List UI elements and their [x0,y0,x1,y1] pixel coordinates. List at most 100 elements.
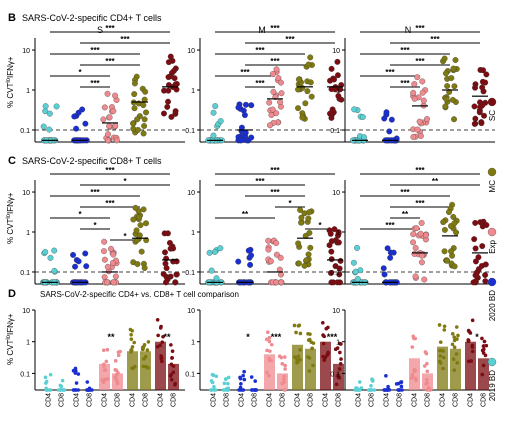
y-axis-label-c: % CVTloIFNγ+ [6,192,15,244]
data-point [75,258,82,265]
x-tick-label: CD4 [384,393,391,407]
data-point [305,215,312,222]
y-tick-label: 1 [26,230,30,237]
y-tick-label: 0.1 [20,128,30,135]
data-point [214,374,219,379]
x-tick-label: CD8 [115,393,122,407]
data-point [359,114,366,121]
data-point [208,267,215,274]
data-point [420,97,427,104]
panel-title-b: SARS-CoV-2-specific CD4+ T cells [22,13,162,23]
data-point [471,236,478,243]
significance-label: *** [400,188,410,197]
data-point [101,348,106,353]
data-point [170,356,174,360]
data-point [165,74,172,81]
legend-label: SC [488,110,497,121]
data-point [173,271,180,278]
data-point [334,382,339,387]
data-point [388,116,395,123]
data-point [482,99,489,106]
data-point [131,105,138,112]
significance-label: *** [255,79,265,88]
data-point [155,317,160,322]
data-point [298,357,302,362]
significance-label: *** [105,24,115,33]
data-point [441,55,448,62]
panel-letter-c: C [8,155,16,167]
y-tick-label: 10 [22,48,30,55]
data-point [282,377,286,382]
y-tick-label: 0.1 [330,270,340,277]
significance-label: * [475,332,479,342]
data-point [411,334,416,339]
data-point [270,88,277,95]
data-point [454,325,459,329]
data-point [321,341,326,346]
data-point [418,259,425,266]
data-point [168,113,175,120]
data-point [440,219,447,226]
x-tick-label: CD4 [468,393,475,407]
data-point [409,376,414,381]
data-point [43,375,48,380]
data-point [448,75,455,82]
data-point [472,258,479,265]
data-point [438,340,443,344]
data-point [478,120,485,127]
data-point [449,96,456,103]
data-point [269,342,274,347]
data-point [209,388,213,392]
y-tick-label: 1 [191,88,195,95]
data-point [170,349,175,353]
data-point [212,103,219,110]
data-point [266,99,273,106]
data-point [480,372,485,377]
data-point [451,357,456,362]
data-point [267,339,272,344]
data-point [155,344,160,349]
data-point [132,340,136,345]
data-point [423,350,428,354]
data-point [328,65,335,72]
data-point [131,80,138,87]
x-tick-label: CD8 [280,393,287,407]
data-point [453,229,460,236]
data-point [425,369,430,374]
legend-label: 2019 BD [488,370,497,401]
data-point [335,239,342,246]
data-point [143,220,149,227]
data-point [481,363,486,368]
data-point [128,327,133,332]
data-point [279,355,284,360]
data-point [295,86,302,93]
ylabel-tail: IFNγ+ [6,56,15,78]
x-tick-label: CD8 [171,393,178,407]
data-point [210,132,217,139]
data-point [335,229,342,236]
data-point [444,257,451,264]
ylabel-main: % CVT [6,219,15,244]
data-point [135,126,141,133]
data-point [134,116,141,123]
data-point [302,100,309,107]
x-tick-label: CD4 [323,393,330,407]
data-point [419,78,426,85]
significance-label: *** [105,57,115,66]
data-point [387,254,394,261]
data-point [240,107,247,114]
significance-label: ** [432,177,439,186]
data-point [129,337,134,341]
x-tick-label: CD4 [46,393,53,407]
data-point [399,384,404,389]
data-point [442,103,449,110]
data-point [131,366,135,371]
data-point [410,231,417,238]
data-point [222,381,227,386]
y-tick-label: 10 [22,190,30,197]
y-tick-label: 10 [187,190,195,197]
significance-label: *** [255,177,265,186]
data-point [56,388,61,392]
data-point [159,356,164,360]
data-point [72,263,78,270]
